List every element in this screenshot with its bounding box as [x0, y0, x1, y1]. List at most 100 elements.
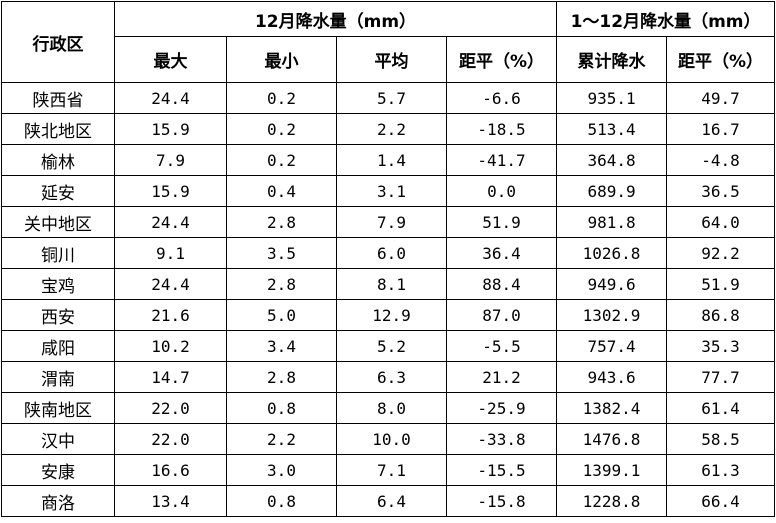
- header-row-columns: 最大 最小 平均 距平（%） 累计降水 距平（%）: [2, 36, 776, 83]
- max-cell: 21.6: [114, 299, 227, 331]
- total-cell: 364.8: [556, 144, 668, 176]
- table-row: 商洛 13.4 0.8 6.4 -15.8 1228.8 66.4: [1, 485, 776, 517]
- dec-anomaly-cell: 0.0: [445, 175, 558, 207]
- total-cell: 1302.9: [556, 299, 668, 331]
- total-cell: 1382.4: [556, 392, 668, 424]
- total-cell: 1228.8: [556, 485, 668, 517]
- min-cell: 2.8: [226, 206, 337, 238]
- max-cell: 22.0: [114, 423, 227, 455]
- header-group-annual: 1～12月降水量（mm）: [556, 1, 776, 37]
- table-row: 陕南地区 22.0 0.8 8.0 -25.9 1382.4 61.4: [1, 392, 776, 424]
- min-cell: 5.0: [226, 299, 337, 331]
- header-dec-anomaly: 距平（%）: [445, 36, 558, 83]
- avg-cell: 6.0: [336, 237, 447, 269]
- region-cell: 陕西省: [1, 82, 115, 114]
- region-cell: 铜川: [1, 237, 115, 269]
- total-cell: 1476.8: [556, 423, 668, 455]
- max-cell: 15.9: [114, 113, 227, 145]
- avg-cell: 1.4: [336, 144, 447, 176]
- year-anomaly-cell: 64.0: [666, 206, 776, 238]
- year-anomaly-cell: 86.8: [666, 299, 776, 331]
- table-row: 陕西省 24.4 0.2 5.7 -6.6 935.1 49.7: [1, 82, 776, 114]
- total-cell: 1399.1: [556, 454, 668, 486]
- table-row: 铜川 9.1 3.5 6.0 36.4 1026.8 92.2: [1, 237, 776, 269]
- min-cell: 2.8: [226, 268, 337, 300]
- max-cell: 24.4: [114, 268, 227, 300]
- header-avg: 平均: [336, 36, 447, 83]
- header-max: 最大: [114, 36, 227, 83]
- total-cell: 935.1: [556, 82, 668, 114]
- min-cell: 0.2: [226, 144, 337, 176]
- max-cell: 14.7: [114, 361, 227, 393]
- table-row: 渭南 14.7 2.8 6.3 21.2 943.6 77.7: [1, 361, 776, 393]
- year-anomaly-cell: 77.7: [666, 361, 776, 393]
- max-cell: 15.9: [114, 175, 227, 207]
- min-cell: 2.2: [226, 423, 337, 455]
- max-cell: 16.6: [114, 454, 227, 486]
- dec-anomaly-cell: -5.5: [445, 330, 558, 362]
- header-min: 最小: [226, 36, 337, 83]
- avg-cell: 3.1: [336, 175, 447, 207]
- avg-cell: 7.9: [336, 206, 447, 238]
- dec-anomaly-cell: -25.9: [445, 392, 558, 424]
- dec-anomaly-cell: -33.8: [445, 423, 558, 455]
- year-anomaly-cell: 16.7: [666, 113, 776, 145]
- year-anomaly-cell: 66.4: [666, 485, 776, 517]
- year-anomaly-cell: 36.5: [666, 175, 776, 207]
- avg-cell: 5.7: [336, 82, 447, 114]
- dec-anomaly-cell: -18.5: [445, 113, 558, 145]
- min-cell: 3.5: [226, 237, 337, 269]
- table-row: 安康 16.6 3.0 7.1 -15.5 1399.1 61.3: [1, 454, 776, 486]
- year-anomaly-cell: 61.4: [666, 392, 776, 424]
- min-cell: 0.2: [226, 113, 337, 145]
- region-cell: 渭南: [1, 361, 115, 393]
- table-row: 西安 21.6 5.0 12.9 87.0 1302.9 86.8: [1, 299, 776, 331]
- dec-anomaly-cell: 87.0: [445, 299, 558, 331]
- table-body: 陕西省 24.4 0.2 5.7 -6.6 935.1 49.7 陕北地区 15.9 0.2 2.2…: [1, 82, 776, 517]
- max-cell: 22.0: [114, 392, 227, 424]
- min-cell: 3.4: [226, 330, 337, 362]
- header-row-groups: 行政区 12月降水量（mm） 1～12月降水量（mm）: [1, 1, 776, 83]
- total-cell: 689.9: [556, 175, 668, 207]
- max-cell: 24.4: [114, 206, 227, 238]
- dec-anomaly-cell: -41.7: [445, 144, 558, 176]
- region-cell: 陕南地区: [1, 392, 115, 424]
- total-cell: 757.4: [556, 330, 668, 362]
- dec-anomaly-cell: -15.8: [445, 485, 558, 517]
- avg-cell: 8.1: [336, 268, 447, 300]
- header-region: 行政区: [1, 1, 115, 83]
- avg-cell: 5.2: [336, 330, 447, 362]
- table-row: 汉中 22.0 2.2 10.0 -33.8 1476.8 58.5: [1, 423, 776, 455]
- region-cell: 延安: [1, 175, 115, 207]
- year-anomaly-cell: 92.2: [666, 237, 776, 269]
- dec-anomaly-cell: 21.2: [445, 361, 558, 393]
- avg-cell: 6.4: [336, 485, 447, 517]
- total-cell: 513.4: [556, 113, 668, 145]
- year-anomaly-cell: 58.5: [666, 423, 776, 455]
- table-row: 咸阳 10.2 3.4 5.2 -5.5 757.4 35.3: [1, 330, 776, 362]
- region-cell: 陕北地区: [1, 113, 115, 145]
- table-row: 关中地区 24.4 2.8 7.9 51.9 981.8 64.0: [1, 206, 776, 238]
- min-cell: 0.2: [226, 82, 337, 114]
- min-cell: 0.8: [226, 392, 337, 424]
- avg-cell: 6.3: [336, 361, 447, 393]
- year-anomaly-cell: 49.7: [666, 82, 776, 114]
- avg-cell: 12.9: [336, 299, 447, 331]
- max-cell: 24.4: [114, 82, 227, 114]
- table-row: 榆林 7.9 0.2 1.4 -41.7 364.8 -4.8: [1, 144, 776, 176]
- dec-anomaly-cell: -6.6: [445, 82, 558, 114]
- avg-cell: 8.0: [336, 392, 447, 424]
- year-anomaly-cell: 35.3: [666, 330, 776, 362]
- region-cell: 商洛: [1, 485, 115, 517]
- max-cell: 10.2: [114, 330, 227, 362]
- max-cell: 13.4: [114, 485, 227, 517]
- min-cell: 3.0: [226, 454, 337, 486]
- min-cell: 0.8: [226, 485, 337, 517]
- max-cell: 9.1: [114, 237, 227, 269]
- total-cell: 1026.8: [556, 237, 668, 269]
- region-cell: 宝鸡: [1, 268, 115, 300]
- dec-anomaly-cell: -15.5: [445, 454, 558, 486]
- avg-cell: 10.0: [336, 423, 447, 455]
